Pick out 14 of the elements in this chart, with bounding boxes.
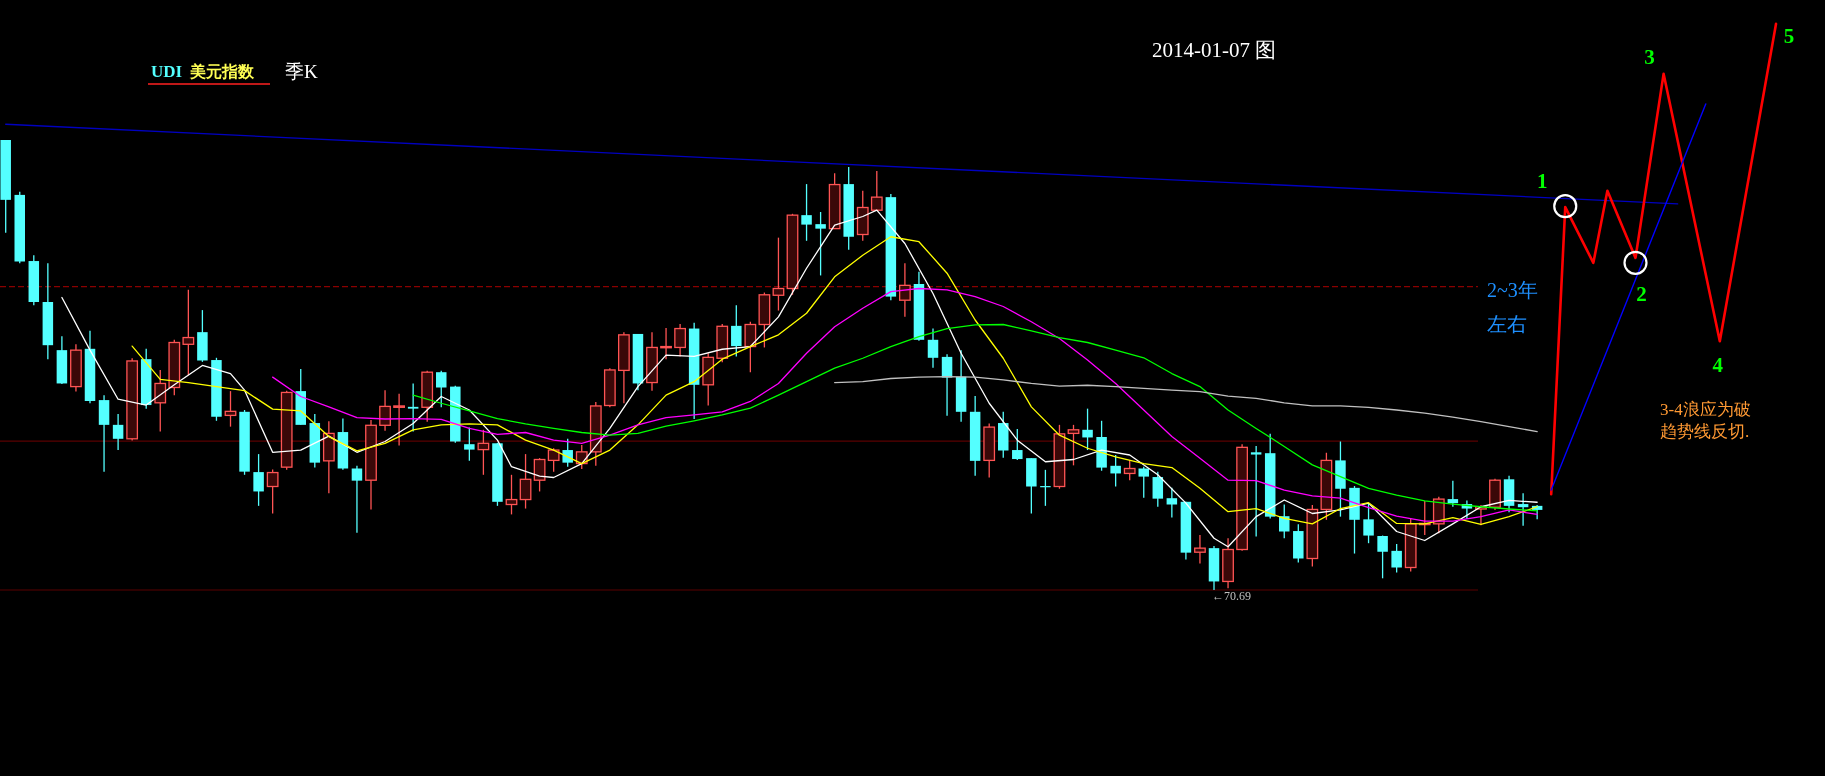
annotation: ←70.69 (1212, 588, 1251, 603)
annotation: 趋势线反切. (1660, 421, 1750, 441)
annotation: 3-4浪应为破 (1660, 399, 1751, 419)
annotation: 2 (1636, 281, 1647, 306)
annotation: 3 (1644, 44, 1655, 69)
annotation: 1 (1537, 168, 1548, 193)
annotation: 2~3年 (1487, 278, 1538, 301)
annotation: 美元指数 (190, 62, 254, 80)
annotation: UDI (151, 61, 183, 81)
annotation: 左右 (1487, 312, 1527, 335)
chart-title: 2014-01-07 图 (1152, 37, 1277, 62)
annotation: 4 (1712, 352, 1724, 377)
annotation: 季K (285, 61, 318, 83)
annotation: 5 (1783, 23, 1795, 48)
